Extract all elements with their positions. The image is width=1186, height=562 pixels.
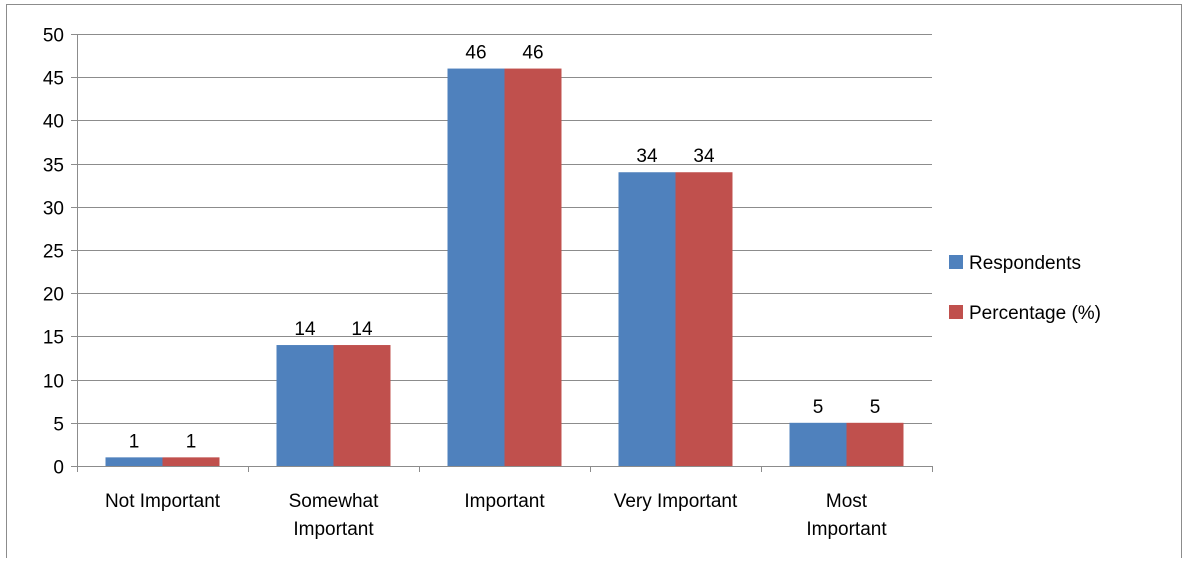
y-tick-label: 35 [43, 156, 64, 177]
legend-label: Percentage (%) [969, 303, 1101, 324]
y-tick-label: 50 [43, 26, 64, 47]
bar [105, 457, 163, 466]
y-tick-label: 15 [43, 328, 64, 349]
data-label: 14 [294, 319, 316, 340]
bar [789, 422, 847, 466]
x-category-label: Important [806, 519, 887, 540]
axes [71, 34, 933, 472]
bar [618, 172, 676, 467]
y-tick-label: 5 [53, 415, 64, 436]
legend: Respondents Percentage (%) [949, 253, 1101, 324]
x-category-label: Important [464, 491, 545, 512]
legend-swatch [949, 305, 963, 319]
bar [846, 422, 904, 466]
y-tick-label: 45 [43, 69, 64, 90]
legend-swatch [949, 255, 963, 269]
bar [333, 345, 391, 466]
bar [276, 345, 334, 466]
x-category-label: Very Important [614, 491, 738, 512]
data-label: 5 [813, 397, 824, 418]
data-label: 46 [465, 43, 486, 64]
y-tick-label: 40 [43, 112, 64, 133]
data-label: 46 [522, 43, 543, 64]
bar [504, 68, 562, 466]
y-tick-label: 30 [43, 199, 64, 220]
y-tick-label: 20 [43, 285, 64, 306]
bar [675, 172, 733, 467]
data-label: 14 [351, 319, 373, 340]
data-label: 1 [129, 431, 140, 452]
x-category-label: Somewhat [289, 491, 379, 512]
y-tick-label: 25 [43, 242, 64, 263]
data-label: 5 [870, 397, 881, 418]
x-category-label: Important [293, 519, 374, 540]
y-tick-label: 0 [53, 458, 64, 479]
data-label: 34 [693, 146, 715, 167]
x-category-label: Most [826, 491, 868, 512]
y-tick-label: 10 [43, 372, 64, 393]
legend-label: Respondents [969, 253, 1081, 274]
labels: 0 5 10 15 20 25 30 35 40 45 50 1 1 Not Important 14 14 S… [43, 26, 887, 541]
bar [447, 68, 505, 466]
bars [105, 68, 904, 467]
chart-frame [6, 4, 1182, 558]
bar [162, 457, 220, 466]
x-category-label: Not Important [105, 491, 221, 512]
data-label: 1 [186, 431, 197, 452]
data-label: 34 [636, 146, 658, 167]
